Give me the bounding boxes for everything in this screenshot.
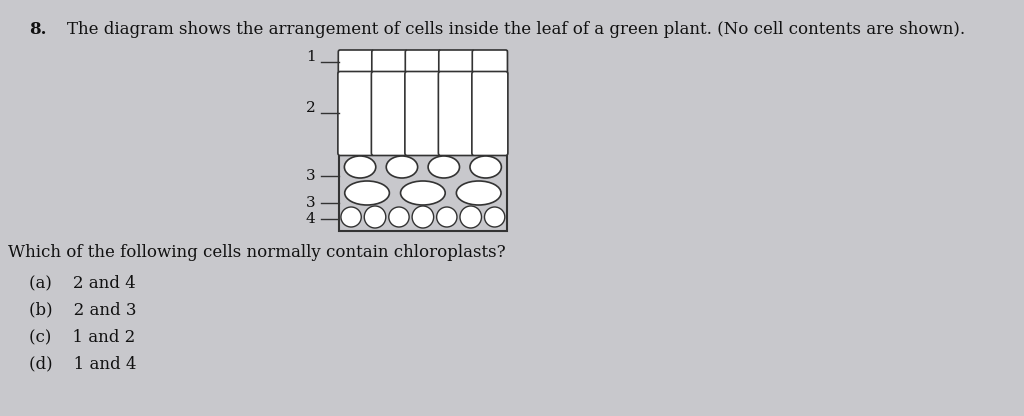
- FancyBboxPatch shape: [338, 72, 374, 156]
- Ellipse shape: [345, 181, 389, 205]
- Ellipse shape: [400, 181, 445, 205]
- Ellipse shape: [470, 156, 502, 178]
- Text: 3: 3: [306, 196, 315, 210]
- FancyBboxPatch shape: [472, 50, 508, 75]
- Ellipse shape: [389, 207, 410, 227]
- FancyBboxPatch shape: [406, 50, 440, 75]
- Bar: [339, 51, 507, 231]
- Text: (d)    1 and 4: (d) 1 and 4: [30, 355, 137, 372]
- Text: (b)    2 and 3: (b) 2 and 3: [30, 301, 137, 318]
- Text: (c)    1 and 2: (c) 1 and 2: [30, 328, 135, 345]
- Text: 2: 2: [306, 101, 315, 115]
- Ellipse shape: [386, 156, 418, 178]
- Text: Which of the following cells normally contain chloroplasts?: Which of the following cells normally co…: [8, 244, 506, 261]
- FancyBboxPatch shape: [439, 50, 474, 75]
- Ellipse shape: [344, 156, 376, 178]
- Text: 3: 3: [306, 169, 315, 183]
- Text: 4: 4: [306, 212, 315, 226]
- FancyBboxPatch shape: [372, 50, 407, 75]
- Ellipse shape: [365, 206, 386, 228]
- Ellipse shape: [341, 207, 361, 227]
- Ellipse shape: [484, 207, 505, 227]
- FancyBboxPatch shape: [338, 50, 374, 75]
- FancyBboxPatch shape: [438, 72, 474, 156]
- Ellipse shape: [457, 181, 501, 205]
- Ellipse shape: [460, 206, 481, 228]
- Text: (a)    2 and 4: (a) 2 and 4: [30, 274, 136, 291]
- Ellipse shape: [436, 207, 457, 227]
- Ellipse shape: [412, 206, 433, 228]
- Text: 8.: 8.: [30, 21, 47, 38]
- FancyBboxPatch shape: [472, 72, 508, 156]
- Text: The diagram shows the arrangement of cells inside the leaf of a green plant. (No: The diagram shows the arrangement of cel…: [67, 21, 965, 38]
- FancyBboxPatch shape: [404, 72, 441, 156]
- Text: 1: 1: [306, 50, 315, 64]
- FancyBboxPatch shape: [372, 72, 408, 156]
- Ellipse shape: [428, 156, 460, 178]
